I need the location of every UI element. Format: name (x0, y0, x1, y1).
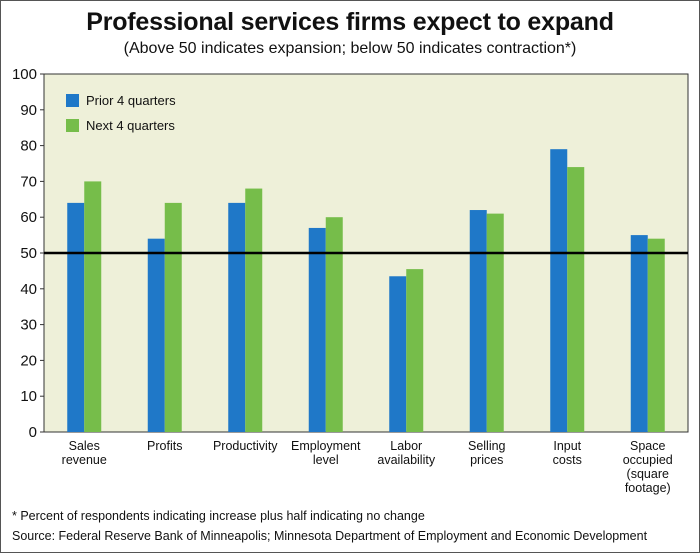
y-tick-label: 100 (12, 66, 37, 83)
footnote: * Percent of respondents indicating incr… (12, 509, 425, 523)
x-category-label-line: Productivity (213, 439, 278, 453)
x-category-label-line: Employment (291, 439, 361, 453)
bar-next-7 (647, 238, 665, 432)
bar-next-4 (406, 269, 424, 432)
bar-next-5 (486, 213, 504, 432)
bar-prior-4 (389, 276, 407, 432)
x-category-label-line: Profits (147, 439, 182, 453)
x-category-label: Labor availability (377, 439, 435, 467)
bar-prior-0 (67, 202, 85, 432)
x-category-label-line: level (313, 453, 339, 467)
x-category-label-line: Space (630, 439, 665, 453)
x-category-label: Input costs (553, 439, 582, 467)
legend-label: Prior 4 quarters (86, 93, 176, 108)
x-category-label-line: availability (377, 453, 435, 467)
bar-prior-7 (630, 235, 648, 432)
legend-label: Next 4 quarters (86, 118, 175, 133)
y-tick-label: 90 (20, 102, 37, 119)
x-category-label-line: (square (627, 467, 669, 481)
x-category-label-line: Labor (390, 439, 422, 453)
x-category-label-line: Input (553, 439, 581, 453)
x-category-label: Employment level (291, 439, 361, 467)
x-category-label-line: prices (470, 453, 503, 467)
x-category-label: Productivity (213, 439, 278, 453)
x-category-label-line: costs (553, 453, 582, 467)
x-category-label: Space occupied (square footage) (623, 439, 673, 495)
y-tick-label: 10 (20, 388, 37, 405)
y-tick-label: 40 (20, 281, 37, 298)
y-tick-label: 0 (29, 424, 37, 441)
x-category-label: Selling prices (468, 439, 506, 467)
y-tick-label: 30 (20, 317, 37, 334)
x-category-label-line: Selling (468, 439, 506, 453)
x-category-label-line: revenue (62, 453, 107, 467)
bar-prior-5 (469, 210, 487, 432)
y-tick-label: 70 (20, 173, 37, 190)
bar-prior-1 (147, 238, 165, 432)
x-category-label: Sales revenue (62, 439, 107, 467)
x-category-label-line: occupied (623, 453, 673, 467)
chart-title: Professional services firms expect to ex… (86, 8, 614, 36)
y-tick-label: 80 (20, 138, 37, 155)
bar-prior-2 (228, 202, 246, 432)
legend-swatch (66, 119, 79, 132)
x-category-label-line: Sales (69, 439, 100, 453)
y-tick-label: 20 (20, 352, 37, 369)
bar-next-2 (245, 188, 263, 432)
bar-prior-6 (550, 149, 568, 432)
y-tick-label: 50 (20, 245, 37, 262)
x-category-label-line: footage) (625, 481, 671, 495)
bar-next-0 (84, 181, 102, 432)
chart-subtitle: (Above 50 indicates expansion; below 50 … (123, 40, 577, 57)
x-category-label: Profits (147, 439, 182, 453)
legend-swatch (66, 94, 79, 107)
bar-prior-3 (308, 227, 326, 432)
bar-next-3 (325, 217, 343, 432)
source-note: Source: Federal Reserve Bank of Minneapo… (12, 529, 648, 543)
y-tick-label: 60 (20, 209, 37, 226)
bar-next-1 (164, 202, 182, 432)
bar-next-6 (567, 167, 585, 432)
